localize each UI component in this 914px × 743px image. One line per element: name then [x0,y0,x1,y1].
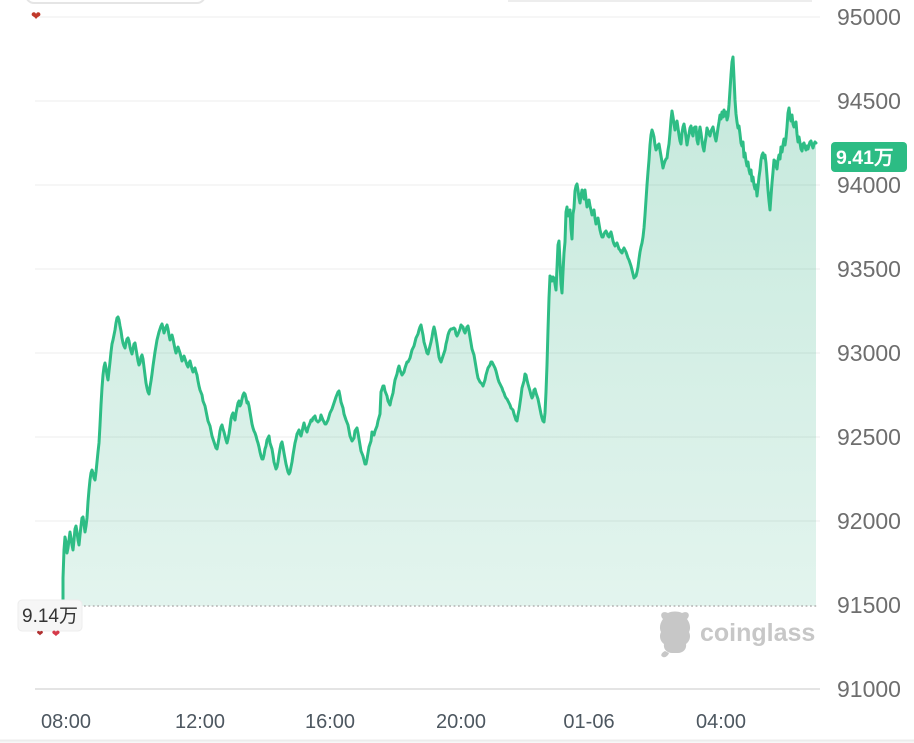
svg-text:91000: 91000 [837,676,901,702]
svg-text:04:00: 04:00 [696,711,746,733]
svg-text:coinglass: coinglass [700,619,815,647]
svg-text:94500: 94500 [837,88,901,114]
svg-text:❤: ❤ [37,629,44,638]
svg-text:91500: 91500 [837,592,901,618]
svg-text:01-06: 01-06 [563,711,614,733]
svg-text:93500: 93500 [837,256,901,282]
svg-text:9.14万: 9.14万 [22,606,78,627]
svg-text:95000: 95000 [837,4,901,30]
svg-text:08:00: 08:00 [41,711,91,733]
svg-text:16:00: 16:00 [305,711,355,733]
svg-text:92500: 92500 [837,424,901,450]
svg-text:❤: ❤ [52,629,60,640]
svg-text:9.41万: 9.41万 [836,147,893,169]
svg-text:92000: 92000 [837,508,901,534]
svg-text:93000: 93000 [837,340,901,366]
svg-text:20:00: 20:00 [436,711,486,733]
svg-text:94000: 94000 [837,172,901,198]
svg-text:❤: ❤ [31,9,41,23]
svg-text:12:00: 12:00 [175,711,225,733]
